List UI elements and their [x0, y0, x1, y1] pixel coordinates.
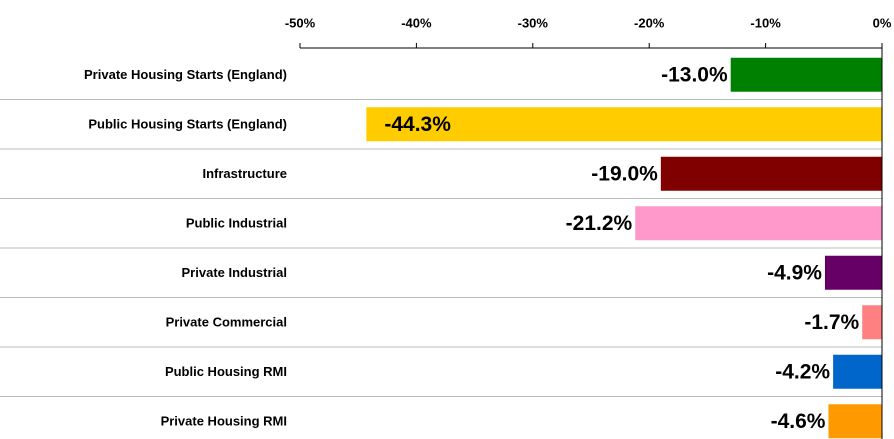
value-label: -19.0% [591, 162, 658, 185]
category-label: Private Housing RMI [161, 414, 287, 429]
value-label: -1.7% [804, 311, 859, 334]
category-label: Private Housing Starts (England) [84, 67, 287, 82]
bar [824, 255, 882, 290]
value-label: -13.0% [661, 63, 728, 86]
bar [635, 206, 882, 241]
category-label: Private Industrial [182, 265, 287, 280]
category-label: Private Commercial [166, 315, 287, 330]
x-tick-label: -20% [634, 15, 665, 30]
bar [828, 404, 882, 439]
x-tick-label: -10% [750, 15, 781, 30]
x-tick-label: -40% [401, 15, 432, 30]
category-label: Public Housing RMI [165, 364, 287, 379]
value-label: -21.2% [566, 212, 633, 235]
x-tick-label: -50% [285, 15, 316, 30]
category-label: Public Housing Starts (England) [88, 117, 287, 132]
bar [862, 305, 882, 340]
x-tick-label: 0% [873, 15, 892, 30]
value-label: -4.6% [771, 410, 826, 433]
bar [833, 354, 882, 389]
value-label: -44.3% [384, 113, 451, 136]
category-label: Infrastructure [202, 166, 287, 181]
value-label: -4.2% [775, 360, 830, 383]
x-tick-label: -30% [518, 15, 549, 30]
value-label: -4.9% [767, 261, 822, 284]
bar [366, 107, 882, 142]
bar [730, 57, 882, 92]
category-label: Public Industrial [186, 216, 287, 231]
bar [660, 156, 882, 191]
